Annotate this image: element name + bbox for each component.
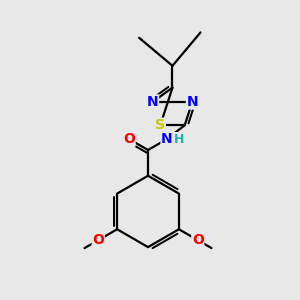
Text: O: O bbox=[92, 233, 104, 247]
Text: O: O bbox=[123, 132, 135, 146]
Text: N: N bbox=[147, 95, 158, 109]
Text: N: N bbox=[187, 95, 198, 109]
Text: S: S bbox=[155, 118, 165, 132]
Text: O: O bbox=[192, 233, 204, 247]
Text: N: N bbox=[161, 132, 173, 146]
Text: H: H bbox=[174, 133, 184, 146]
